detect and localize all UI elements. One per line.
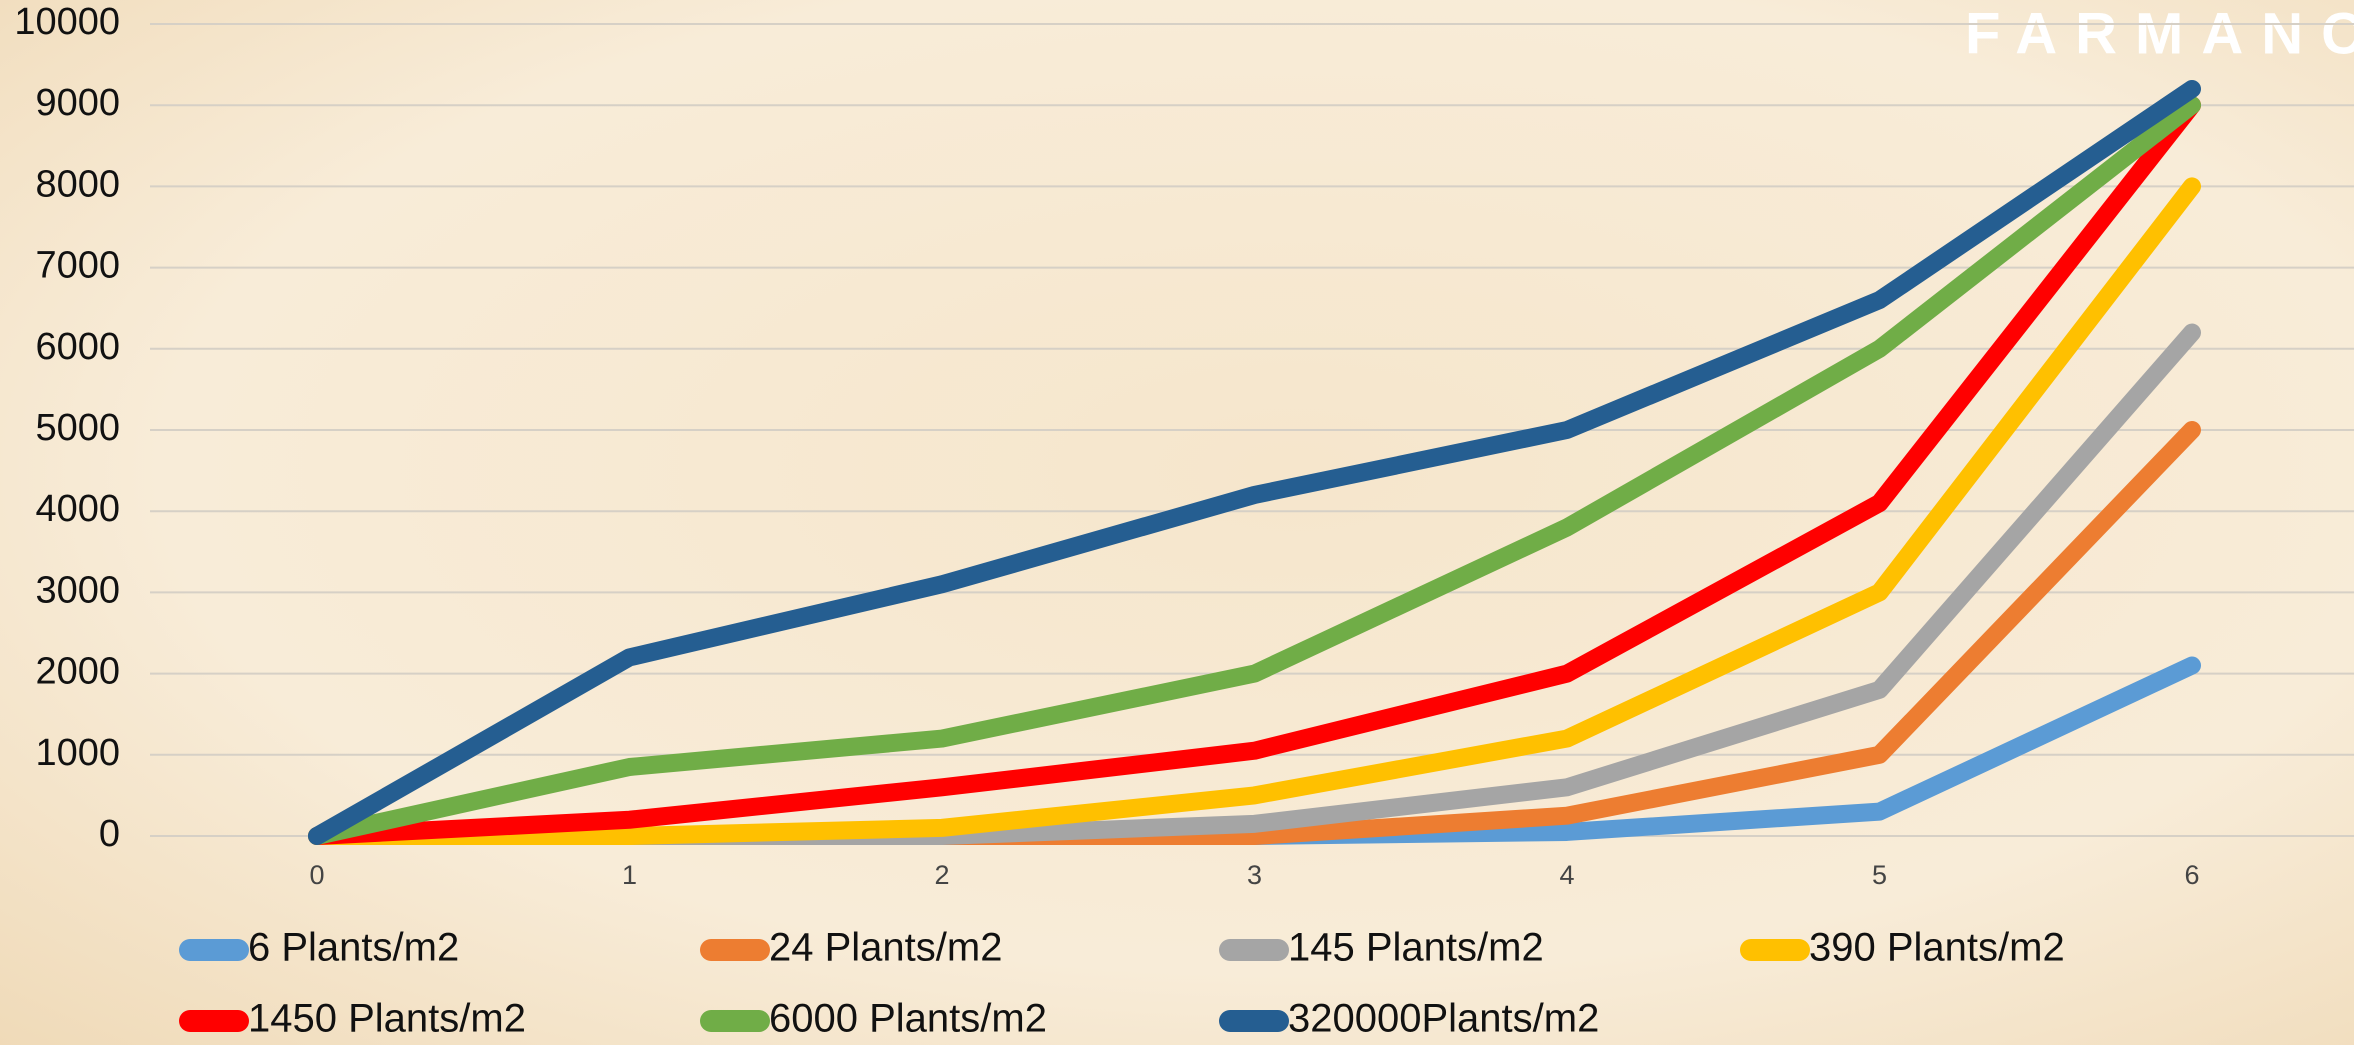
y-tick-label: 7000	[35, 245, 120, 287]
y-tick-label: 6000	[35, 326, 120, 368]
legend-label: 145 Plants/m2	[1288, 926, 1544, 970]
x-tick-label: 6	[2184, 860, 2199, 890]
y-tick-label: 2000	[35, 651, 120, 693]
x-tick-label: 2	[934, 860, 949, 890]
y-tick-label: 3000	[35, 569, 120, 611]
y-tick-label: 8000	[35, 163, 120, 205]
legend-label: 1450 Plants/m2	[248, 997, 526, 1041]
legend-label: 24 Plants/m2	[769, 926, 1002, 970]
legend-label: 6000 Plants/m2	[769, 997, 1047, 1041]
x-tick-label: 0	[309, 860, 324, 890]
x-tick-label: 4	[1559, 860, 1574, 890]
y-tick-label: 9000	[35, 82, 120, 124]
y-tick-label: 1000	[35, 732, 120, 774]
y-tick-label: 5000	[35, 407, 120, 449]
legend-label: 390 Plants/m2	[1809, 926, 2065, 970]
x-tick-label: 1	[622, 860, 637, 890]
series-line	[308, 177, 2201, 845]
series-line	[308, 79, 2201, 845]
x-tick-label: 3	[1247, 860, 1262, 890]
series-line	[308, 96, 2201, 845]
y-tick-label: 0	[99, 813, 120, 855]
legend-label: 6 Plants/m2	[248, 926, 459, 970]
series-line	[308, 96, 2201, 845]
y-tick-label: 4000	[35, 488, 120, 530]
legend-label: 320000Plants/m2	[1288, 997, 1599, 1041]
y-tick-label: 10000	[14, 1, 120, 43]
x-tick-label: 5	[1872, 860, 1887, 890]
brand-logo: FARMANCO	[1965, 1, 2354, 66]
